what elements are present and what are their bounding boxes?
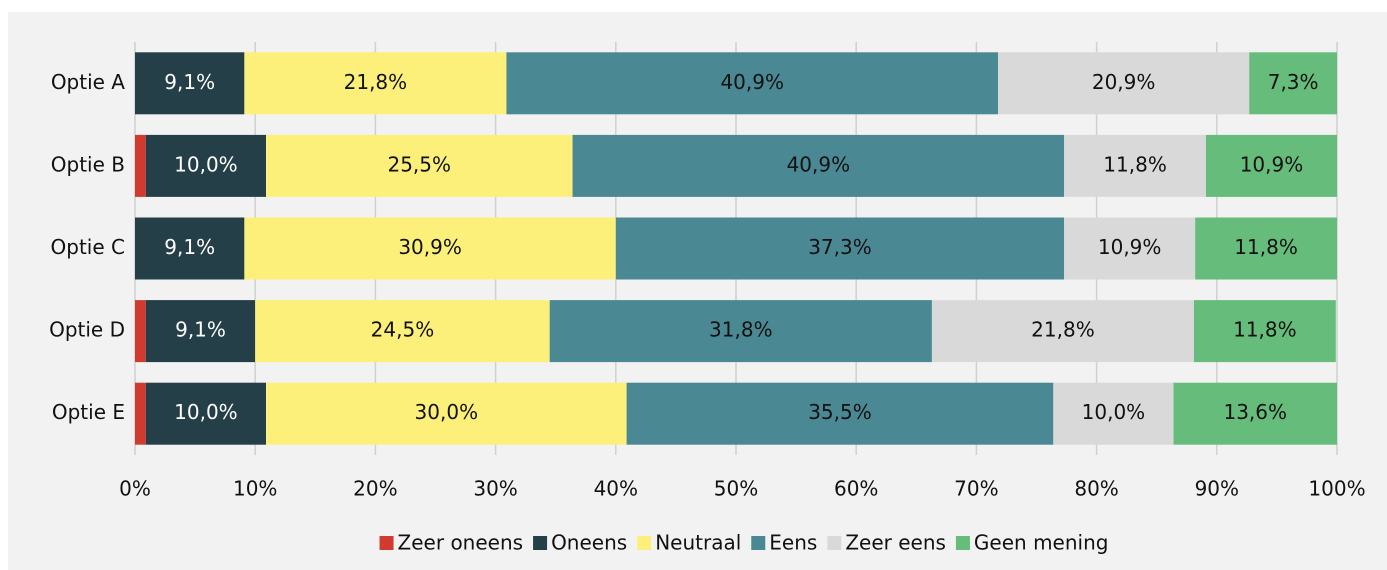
legend-label: Geen mening xyxy=(974,531,1109,555)
data-label: 9,1% xyxy=(164,235,215,259)
data-label: 10,9% xyxy=(1098,235,1162,259)
bar-segment xyxy=(1064,134,1206,197)
legend-label: Zeer oneens xyxy=(398,531,524,555)
x-tick-label: 30% xyxy=(473,477,517,501)
y-tick-label: Optie D xyxy=(49,318,125,342)
bar-segment xyxy=(1195,217,1337,280)
data-label: 9,1% xyxy=(164,70,215,94)
bar-segment xyxy=(1193,300,1336,363)
bar-segment xyxy=(135,134,146,197)
data-label: 21,8% xyxy=(344,70,408,94)
data-label: 10,0% xyxy=(174,400,238,424)
y-tick-label: Optie A xyxy=(51,70,125,94)
data-label: 9,1% xyxy=(175,318,226,342)
data-label: 10,9% xyxy=(1240,152,1304,176)
x-tick-label: 0% xyxy=(119,477,151,501)
data-label: 7,3% xyxy=(1268,70,1319,94)
bar-segment xyxy=(244,52,507,115)
x-tick-label: 10% xyxy=(233,477,277,501)
bar-segment xyxy=(998,52,1250,115)
data-label: 31,8% xyxy=(709,318,773,342)
y-tick-label: Optie C xyxy=(51,235,125,259)
data-label: 40,9% xyxy=(787,152,851,176)
x-tick-label: 100% xyxy=(1308,477,1365,501)
bar-segment xyxy=(135,52,245,115)
data-label: 11,8% xyxy=(1103,152,1167,176)
legend-label: Zeer eens xyxy=(845,531,946,555)
legend-swatch xyxy=(751,536,766,550)
data-label: 35,5% xyxy=(808,400,872,424)
x-tick-label: 50% xyxy=(714,477,758,501)
x-tick-label: 70% xyxy=(954,477,998,501)
data-label: 10,0% xyxy=(174,152,238,176)
x-tick-label: 60% xyxy=(834,477,878,501)
x-tick-label: 80% xyxy=(1074,477,1118,501)
data-label: 21,8% xyxy=(1031,318,1095,342)
data-label: 30,9% xyxy=(398,235,462,259)
bar-segment xyxy=(1173,382,1337,445)
data-label: 30,0% xyxy=(415,400,479,424)
bar-segment xyxy=(266,134,573,197)
legend-swatch xyxy=(955,536,970,550)
data-label: 11,8% xyxy=(1233,318,1297,342)
bar-segment xyxy=(1053,382,1174,445)
legend-label: Neutraal xyxy=(655,531,741,555)
data-label: 20,9% xyxy=(1092,70,1156,94)
bar-segment xyxy=(135,217,245,280)
bar-segment xyxy=(145,300,256,363)
bar-segment xyxy=(931,300,1194,363)
bar-segment xyxy=(266,382,627,445)
legend-swatch xyxy=(533,536,548,550)
bar-segment xyxy=(255,300,550,363)
legend-label: Eens xyxy=(769,531,817,555)
data-label: 10,0% xyxy=(1082,400,1146,424)
data-label: 40,9% xyxy=(720,70,784,94)
data-label: 25,5% xyxy=(387,152,451,176)
bar-segment xyxy=(135,382,146,445)
bar-segment xyxy=(1205,134,1337,197)
legend-swatch xyxy=(827,536,842,550)
data-label: 24,5% xyxy=(371,318,435,342)
x-tick-label: 90% xyxy=(1195,477,1239,501)
y-tick-label: Optie B xyxy=(51,152,125,176)
bar-segment xyxy=(626,382,1054,445)
bar-segment xyxy=(135,300,146,363)
bar-segment xyxy=(1249,52,1337,115)
bar-segment xyxy=(1064,217,1196,280)
bar-segment xyxy=(615,217,1065,280)
data-label: 11,8% xyxy=(1234,235,1298,259)
bar-segment xyxy=(506,52,999,115)
bar-segment xyxy=(145,382,267,445)
data-label: 13,6% xyxy=(1223,400,1287,424)
bar-segment xyxy=(572,134,1065,197)
bar-segment xyxy=(145,134,267,197)
legend-swatch xyxy=(379,536,394,550)
legend-label: Oneens xyxy=(551,531,627,555)
y-tick-label: Optie E xyxy=(52,400,125,424)
x-tick-label: 20% xyxy=(353,477,397,501)
legend-swatch xyxy=(637,536,652,550)
bar-segment xyxy=(244,217,616,280)
bar-segment xyxy=(549,300,932,363)
data-label: 37,3% xyxy=(808,235,872,259)
x-tick-label: 40% xyxy=(594,477,638,501)
